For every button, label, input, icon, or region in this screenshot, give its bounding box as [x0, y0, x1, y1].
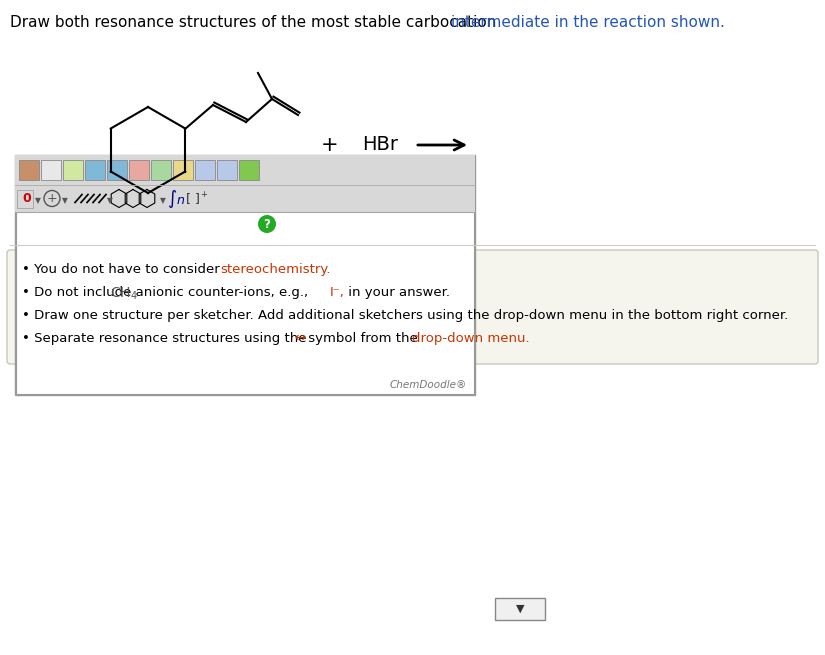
Text: ▼: ▼ [516, 604, 524, 614]
Text: Draw both resonance structures of the most stable carbocation: Draw both resonance structures of the mo… [10, 15, 502, 30]
Text: ▼: ▼ [107, 196, 113, 205]
Text: ↔: ↔ [294, 332, 305, 345]
Text: HBr: HBr [362, 136, 398, 155]
Text: symbol from the: symbol from the [304, 332, 422, 345]
Text: • You do not have to consider: • You do not have to consider [22, 263, 224, 276]
Text: +: + [321, 135, 339, 155]
Text: ▼: ▼ [35, 196, 41, 205]
Text: ▼: ▼ [160, 196, 166, 205]
Text: CH$_4$: CH$_4$ [110, 286, 138, 302]
Bar [151, 160, 171, 180]
Text: ?: ? [263, 217, 271, 231]
Text: [ ]: [ ] [186, 192, 200, 205]
Text: ▼: ▼ [62, 196, 68, 205]
Bar [15, 185, 475, 212]
Bar [495, 598, 545, 620]
Bar [107, 160, 127, 180]
Bar [17, 189, 33, 208]
Text: drop-down menu.: drop-down menu. [412, 332, 530, 345]
Bar [217, 160, 237, 180]
Text: in your answer.: in your answer. [344, 286, 450, 299]
Bar [63, 160, 83, 180]
Text: +: + [200, 190, 207, 199]
Bar [85, 160, 105, 180]
FancyBboxPatch shape [7, 250, 818, 364]
Bar [195, 160, 215, 180]
Bar [19, 160, 39, 180]
Text: 0: 0 [22, 192, 31, 205]
Text: I⁻,: I⁻, [330, 286, 345, 299]
Text: • Separate resonance structures using the: • Separate resonance structures using th… [22, 332, 311, 345]
Bar [239, 160, 259, 180]
Text: +: + [47, 192, 57, 205]
Bar [173, 160, 193, 180]
Text: stereochemistry.: stereochemistry. [220, 263, 331, 276]
Text: • Do not include anionic counter-ions, e.g.,: • Do not include anionic counter-ions, e… [22, 286, 313, 299]
Circle shape [258, 215, 276, 233]
Text: $\int$n: $\int$n [167, 187, 185, 210]
Text: intermediate in the reaction shown.: intermediate in the reaction shown. [451, 15, 725, 30]
Text: • Draw one structure per sketcher. Add additional sketchers using the drop-down : • Draw one structure per sketcher. Add a… [22, 309, 788, 322]
Bar [16, 212, 474, 394]
Text: ChemDoodle®: ChemDoodle® [389, 380, 467, 390]
Bar [15, 155, 475, 395]
Bar [129, 160, 149, 180]
Bar [15, 155, 475, 185]
Bar [41, 160, 61, 180]
